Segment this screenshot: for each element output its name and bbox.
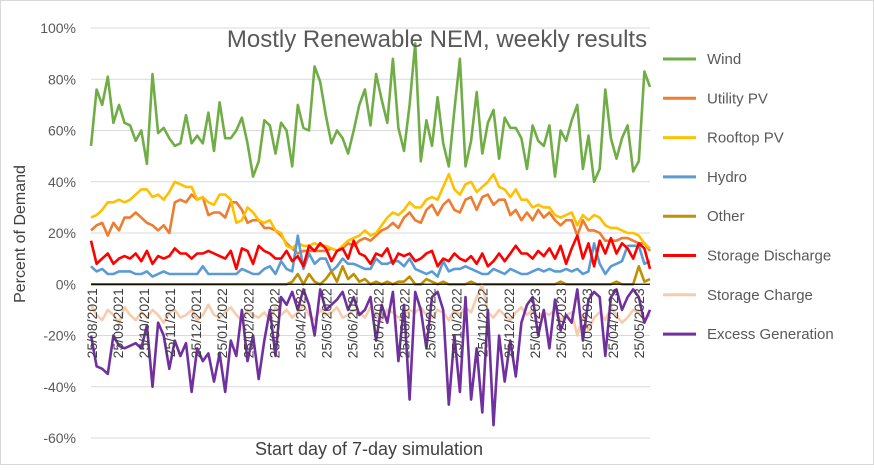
y-tick-label: 80%: [48, 71, 76, 87]
x-tick-label: 25/06/2022: [344, 288, 360, 358]
legend-label: Storage Charge: [707, 287, 813, 304]
x-tick-label: 25/03/2023: [579, 288, 595, 358]
x-tick-label: 25/09/2021: [110, 288, 126, 358]
legend-item: Excess Generation: [663, 326, 834, 343]
legend-item: Wind: [663, 51, 741, 68]
legend-label: Excess Generation: [707, 326, 834, 343]
x-axis-ticks: 25/08/2021 25/09/2021 25/10/2021 25/11/2021…: [84, 288, 647, 358]
legend-label: Other: [707, 208, 745, 225]
x-tick-label: 25/04/2022: [292, 288, 308, 358]
x-tick-label: 25/11/2021: [162, 288, 178, 357]
x-tick-label: 25/10/2022: [449, 288, 465, 358]
legend-item: Storage Discharge: [663, 248, 831, 265]
x-tick-label: 25/02/2022: [240, 288, 256, 358]
legend-item: Storage Charge: [663, 287, 813, 304]
y-tick-label: 20%: [48, 225, 76, 241]
series-line-storage-discharge: [89, 234, 652, 271]
series-line-wind: [89, 42, 652, 184]
legend-label: Wind: [707, 51, 741, 68]
x-tick-label: 25/03/2022: [266, 288, 282, 358]
x-tick-label: 25/08/2022: [397, 288, 413, 358]
x-tick-label: 25/12/2022: [501, 288, 517, 358]
legend: Wind Utility PV Rooftop PV Hydro Other Storag…: [663, 51, 834, 343]
y-tick-label: 40%: [48, 174, 76, 190]
series-line-rooftop-pv: [90, 172, 651, 253]
x-tick-label: 25/05/2022: [318, 288, 334, 358]
x-tick-label: 25/01/2022: [214, 288, 230, 358]
series-line-hydro: [90, 234, 651, 278]
y-tick-label: -40%: [43, 379, 76, 395]
gridlines: [91, 27, 650, 439]
y-tick-label: 60%: [48, 123, 76, 139]
series-line-excess-generation: [89, 288, 652, 427]
y-tick-label: 0%: [56, 276, 76, 292]
chart-title: Mostly Renewable NEM, weekly results: [227, 26, 647, 53]
y-tick-label: 100%: [40, 20, 76, 36]
legend-label: Utility PV: [707, 90, 768, 107]
series-line-utility-pv: [90, 193, 652, 255]
y-tick-label: -60%: [43, 430, 76, 446]
plot-area: [89, 42, 652, 427]
x-tick-label: 25/04/2023: [605, 288, 621, 358]
x-axis-label: Start day of 7-day simulation: [255, 439, 483, 459]
legend-item: Rooftop PV: [663, 130, 784, 147]
x-tick-label: 25/12/2021: [188, 288, 204, 358]
y-axis-label: Percent of Demand: [12, 165, 29, 303]
legend-item: Other: [663, 208, 745, 225]
y-tick-label: -20%: [43, 328, 76, 344]
legend-item: Hydro: [663, 169, 747, 186]
x-tick-label: 25/11/2022: [475, 288, 491, 357]
x-tick-label: 25/08/2021: [84, 288, 100, 358]
x-tick-label: 25/02/2023: [553, 288, 569, 358]
x-tick-label: 25/05/2023: [631, 288, 647, 358]
legend-label: Rooftop PV: [707, 130, 784, 147]
x-tick-label: 25/09/2022: [423, 288, 439, 358]
x-tick-label: 25/01/2023: [527, 288, 543, 358]
y-axis-ticks: 100% 80% 60% 40% 20% 0% -20% -40% -60%: [40, 20, 76, 446]
x-tick-label: 25/07/2022: [371, 288, 387, 358]
legend-item: Utility PV: [663, 90, 768, 107]
legend-label: Storage Discharge: [707, 248, 831, 265]
x-tick-label: 25/10/2021: [136, 288, 152, 358]
legend-label: Hydro: [707, 169, 747, 186]
